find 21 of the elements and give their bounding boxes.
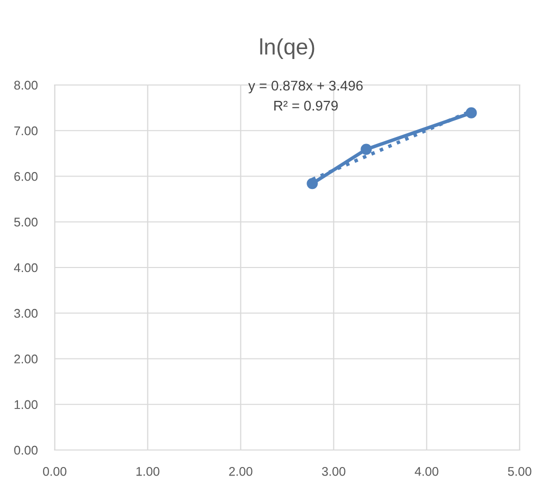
y-tick-label: 7.00 [14,126,38,136]
x-tick-label: 4.00 [414,466,438,476]
y-tick-label: 1.00 [14,400,38,410]
y-tick-label: 6.00 [14,172,38,181]
x-tick-label: 0.00 [43,466,66,476]
y-tick-label: 8.00 [14,80,38,90]
y-tick-label: 0.00 [14,446,38,455]
point [466,107,477,118]
y-tick-label: 2.00 [14,354,38,364]
x-tick-label: 5.00 [508,466,532,476]
x-tick-label: 3.00 [322,466,346,476]
chart-title: ln(qe) [260,38,314,60]
y-tick-label: 5.00 [14,218,38,227]
x-tick-label: 2.00 [229,466,252,476]
point [360,144,372,155]
point [306,178,318,190]
y-tick-label: 4.00 [14,263,38,272]
x-tick-label: 1.00 [136,466,160,476]
annotation: R² = 0.979 [274,100,338,111]
annotation: y = 0.878x + 3.496 [248,80,363,94]
y-tick-label: 3.00 [14,308,38,318]
